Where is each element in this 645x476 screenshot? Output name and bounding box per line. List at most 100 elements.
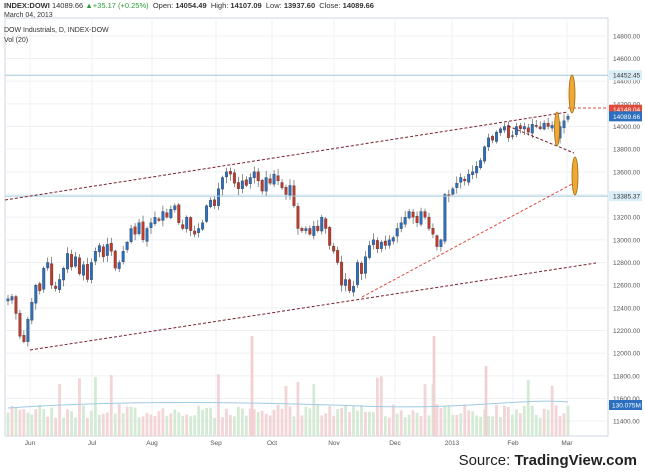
volume-bar [320, 415, 324, 436]
candle-body [459, 177, 463, 183]
volume-bar [205, 407, 208, 436]
volume-bar [6, 412, 10, 436]
price-tick-label: 12200.00 [613, 328, 640, 335]
time-tick-label: Sep [210, 440, 222, 447]
source-brand[interactable]: TradingView.com [514, 452, 637, 469]
candle-body [308, 228, 312, 235]
volume-bar [288, 406, 292, 436]
price-tick-label: 13800.00 [613, 147, 640, 154]
candle-body [491, 136, 494, 141]
candle-body [447, 194, 451, 196]
candle-body [467, 173, 471, 183]
volume-indicator-label[interactable]: Vol (20) [4, 37, 29, 44]
candle-body [228, 171, 232, 175]
volume-badge [609, 400, 642, 410]
price-tick-label: 14400.00 [613, 79, 640, 86]
candle-body [101, 246, 105, 257]
time-tick-label: Jun [25, 440, 36, 447]
candle-body [30, 302, 34, 321]
candle-body [224, 171, 228, 178]
volume-bar [566, 405, 570, 436]
volume-bar [97, 414, 101, 436]
candlesticks [6, 113, 570, 347]
price-badge [609, 104, 642, 115]
candle-body [189, 217, 193, 231]
price-axis[interactable]: 11400.00 11600.00 11800.00 12000.00 12200.00… [609, 33, 642, 426]
volume-bar [356, 410, 359, 436]
date-label: March 04, 2013 [4, 12, 53, 19]
candle-body [407, 211, 411, 219]
volume-bar [308, 408, 312, 436]
candle-body [276, 175, 280, 182]
time-tick-label: Mar [561, 440, 573, 447]
time-axis[interactable]: Jun Jul Aug Sep Oct Nov Dec 2013 Feb Mar [25, 440, 574, 447]
candle-body [109, 242, 113, 252]
candle-body [268, 178, 272, 184]
candle-body [395, 228, 399, 237]
candle-body [296, 206, 300, 229]
volume-bar [280, 408, 284, 436]
candle-body [221, 177, 224, 190]
volume-bar [86, 417, 89, 436]
candle-body [455, 183, 459, 188]
candle-body [348, 279, 352, 291]
price-tick-label: 14800.00 [613, 33, 640, 40]
volume-bar [530, 405, 534, 436]
volume-bar [435, 404, 439, 436]
candle-body [280, 182, 284, 188]
volume-bar [14, 406, 18, 436]
candle-body [336, 250, 340, 263]
volume-bar [276, 404, 280, 436]
candle-body [371, 239, 375, 245]
volume-bar [391, 404, 395, 436]
volume-bar [383, 416, 387, 436]
volume-bar [304, 406, 308, 436]
candle-body [435, 235, 439, 247]
volume-bar [443, 405, 447, 436]
low-label: Low: [265, 1, 282, 10]
volume-bar [217, 374, 220, 436]
volume-bar [181, 415, 185, 436]
candle-body [133, 226, 137, 235]
candle-body [264, 177, 268, 192]
candle-body [479, 160, 483, 168]
symbol-name[interactable]: INDEX:DOWI [4, 1, 50, 10]
volume-bar [471, 411, 475, 436]
candle-body [506, 125, 510, 138]
price-change: +35.17 (+0.25%) [92, 1, 149, 10]
candle-body [74, 256, 77, 267]
volume-bar [26, 412, 30, 436]
volume-bar [296, 381, 300, 436]
candle-body [153, 217, 157, 224]
lower-channel-line [29, 262, 597, 351]
candle-body [85, 264, 89, 280]
time-tick-label: Jul [88, 440, 97, 447]
candle-body [58, 279, 62, 290]
candle-body [272, 173, 276, 185]
volume-bar [165, 415, 169, 436]
volume-bar [352, 406, 355, 436]
candle-body [300, 228, 304, 231]
volume-bar [58, 383, 62, 436]
candle-body [217, 188, 220, 206]
price-badge-label: 14148.04 [613, 107, 640, 114]
volume-bar [360, 405, 363, 436]
time-tick-label: Feb [507, 440, 519, 447]
candle-body [423, 211, 427, 218]
candle-body [360, 262, 363, 274]
candle-body [260, 179, 264, 192]
candle-body [70, 254, 73, 268]
candle-body [324, 218, 328, 229]
projection-ellipse [571, 156, 579, 196]
candle-body [471, 171, 475, 175]
volume-badge-label: 130.075M [612, 403, 641, 410]
wedge-lower-line [507, 125, 575, 154]
candle-body [10, 296, 14, 301]
volume-bar [46, 416, 50, 436]
volume-bar [344, 406, 347, 436]
support-trendline [361, 182, 575, 298]
candle-body [387, 239, 391, 246]
volume-bar [74, 417, 77, 436]
volume-bar [30, 414, 34, 436]
price-tick-label: 12000.00 [613, 351, 640, 358]
